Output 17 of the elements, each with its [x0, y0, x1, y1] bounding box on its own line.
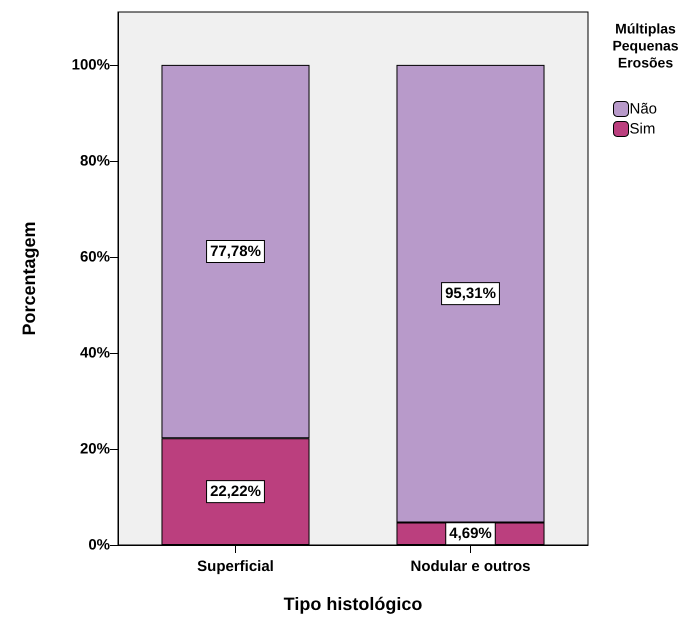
x-tick-label: Superficial: [197, 558, 274, 575]
legend-title: Múltiplas Pequenas Erosões: [612, 20, 679, 70]
x-tick-label: Nodular e outros: [410, 558, 531, 575]
data-label: 95,31%: [445, 285, 496, 302]
data-label: 22,22%: [210, 483, 261, 500]
y-tick-label: 100%: [72, 56, 110, 74]
y-tick-label: 60%: [80, 248, 110, 266]
y-tick-label: 40%: [80, 344, 110, 362]
data-label: 77,78%: [210, 243, 261, 260]
y-tick-label: 0%: [88, 536, 110, 554]
legend-label: Sim: [630, 120, 656, 138]
y-tick-label: 80%: [80, 152, 110, 170]
data-label: 4,69%: [449, 525, 492, 542]
legend-label: Não: [630, 100, 658, 118]
y-tick-label: 20%: [80, 440, 110, 458]
y-axis-title: Porcentagem: [19, 221, 39, 336]
x-axis-title: Tipo histológico: [284, 594, 422, 614]
